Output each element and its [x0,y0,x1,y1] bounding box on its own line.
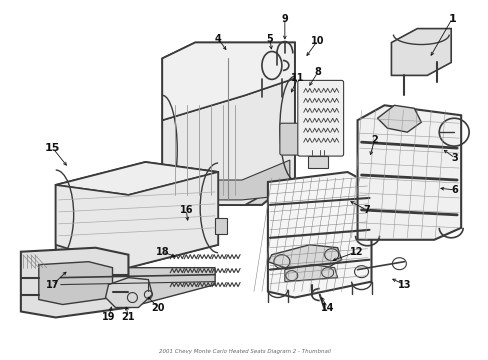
Text: 4: 4 [214,33,221,44]
Text: 10: 10 [310,36,324,46]
Polygon shape [56,172,218,268]
Text: 8: 8 [314,67,321,77]
Text: 21: 21 [122,312,135,323]
Polygon shape [357,105,460,240]
Text: 18: 18 [155,247,169,257]
Text: 6: 6 [451,185,458,195]
Polygon shape [285,265,337,282]
Polygon shape [267,172,371,298]
Polygon shape [267,245,341,268]
Bar [215,218,226,234]
Polygon shape [162,42,294,205]
Text: 7: 7 [363,205,369,215]
Polygon shape [105,278,152,307]
Polygon shape [307,156,327,168]
Text: 17: 17 [46,280,60,289]
Polygon shape [39,262,112,305]
Text: 1: 1 [447,14,455,24]
Text: 14: 14 [320,302,334,312]
Text: 20: 20 [151,302,165,312]
Text: 19: 19 [102,312,115,323]
Text: 2001 Chevy Monte Carlo Heated Seats Diagram 2 - Thumbnail: 2001 Chevy Monte Carlo Heated Seats Diag… [159,349,330,354]
Polygon shape [162,42,294,120]
Polygon shape [165,160,289,200]
Polygon shape [390,28,450,75]
Text: 13: 13 [397,280,410,289]
Text: 2: 2 [370,135,377,145]
Text: 9: 9 [281,14,287,24]
Text: 5: 5 [266,33,273,44]
Polygon shape [162,78,294,205]
Polygon shape [56,162,218,278]
FancyBboxPatch shape [297,80,343,156]
Text: 16: 16 [179,205,193,215]
Text: 11: 11 [290,73,304,84]
Text: 15: 15 [45,143,61,153]
FancyBboxPatch shape [279,123,299,155]
Polygon shape [377,105,421,132]
Polygon shape [56,162,218,195]
Text: 3: 3 [451,153,458,163]
Text: 12: 12 [349,247,363,257]
Polygon shape [21,248,128,318]
Polygon shape [61,268,215,307]
